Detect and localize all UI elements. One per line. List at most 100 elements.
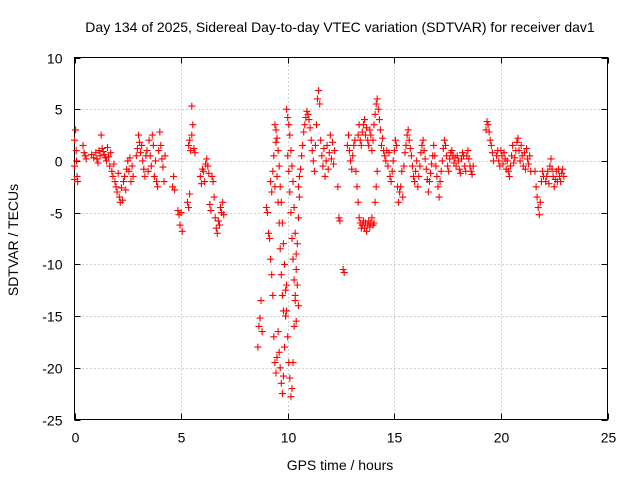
data-point xyxy=(133,145,141,152)
data-point xyxy=(309,157,317,165)
data-point xyxy=(282,286,290,294)
data-point xyxy=(406,145,414,152)
data-point xyxy=(350,141,358,149)
data-point xyxy=(371,110,379,118)
data-point xyxy=(442,141,449,149)
data-point xyxy=(419,136,427,144)
data-point xyxy=(373,167,381,175)
data-point xyxy=(290,322,298,330)
data-point xyxy=(74,178,82,186)
data-point xyxy=(294,183,302,191)
data-point xyxy=(72,126,80,134)
axis-ticks: 0 5 10 15 20 25 -25 -20 -15 -10 -5 0 5 10 xyxy=(42,51,616,446)
data-point xyxy=(149,141,157,149)
data-point xyxy=(511,154,519,162)
data-point xyxy=(101,154,109,162)
data-point xyxy=(81,152,89,160)
data-point xyxy=(82,155,90,163)
data-point xyxy=(301,121,309,129)
data-point xyxy=(161,152,169,160)
data-point xyxy=(100,151,108,159)
data-point xyxy=(284,333,292,341)
data-point xyxy=(201,178,209,186)
data-point xyxy=(140,165,148,173)
data-point xyxy=(150,172,158,180)
data-point xyxy=(125,167,133,175)
data-point xyxy=(254,343,262,351)
data-point xyxy=(339,266,347,273)
data-point xyxy=(504,167,512,175)
data-point xyxy=(255,322,263,330)
data-point xyxy=(411,178,419,186)
data-point xyxy=(276,183,284,191)
data-point xyxy=(397,183,405,191)
data-point xyxy=(112,183,120,191)
data-point xyxy=(269,291,277,299)
data-point xyxy=(347,157,355,165)
data-point xyxy=(137,149,145,157)
data-point xyxy=(485,128,493,136)
data-point xyxy=(372,100,380,108)
chart-title: Day 134 of 2025, Sidereal Day-to-day VTE… xyxy=(85,19,595,35)
data-point xyxy=(273,353,281,361)
data-point xyxy=(159,163,167,171)
data-point xyxy=(404,126,412,134)
data-point xyxy=(219,198,227,206)
data-point xyxy=(269,167,277,175)
data-point xyxy=(279,372,287,380)
data-point xyxy=(387,178,395,186)
data-point xyxy=(488,149,496,157)
data-point xyxy=(160,178,168,186)
data-point xyxy=(370,219,378,227)
data-point xyxy=(145,136,153,144)
data-point xyxy=(94,159,102,167)
data-point xyxy=(437,167,445,175)
data-point xyxy=(139,157,147,165)
data-point xyxy=(484,121,492,129)
data-point xyxy=(408,162,416,170)
data-point xyxy=(99,148,107,156)
data-point xyxy=(289,255,297,263)
data-point xyxy=(272,138,280,146)
data-point xyxy=(308,147,316,155)
data-point xyxy=(300,128,308,136)
data-point xyxy=(513,138,521,146)
data-point xyxy=(294,214,302,222)
data-point xyxy=(448,147,456,155)
data-point xyxy=(208,172,216,180)
data-point xyxy=(313,121,320,129)
data-point xyxy=(326,131,334,139)
data-point xyxy=(431,152,439,160)
data-point xyxy=(356,136,364,144)
data-point xyxy=(155,147,163,155)
data-point xyxy=(331,147,339,155)
data-point xyxy=(283,105,291,113)
y-tick-label: 0 xyxy=(55,154,63,170)
data-point xyxy=(446,155,454,163)
x-tick-label: 0 xyxy=(72,430,80,446)
data-point xyxy=(392,141,400,149)
data-point xyxy=(210,193,218,201)
data-point xyxy=(367,131,375,139)
data-point xyxy=(146,152,154,160)
data-point xyxy=(505,172,513,180)
y-tick-label: -15 xyxy=(42,309,62,325)
y-tick-label: 10 xyxy=(47,51,63,67)
data-point xyxy=(467,167,475,175)
data-point xyxy=(355,214,363,222)
data-point xyxy=(205,169,213,177)
data-point xyxy=(117,184,125,192)
data-point xyxy=(158,155,166,163)
data-point xyxy=(327,155,335,163)
data-point xyxy=(468,170,476,178)
data-point xyxy=(262,204,270,211)
y-tick-label: -25 xyxy=(42,413,62,429)
data-point xyxy=(263,209,271,217)
data-point xyxy=(369,136,377,144)
data-point xyxy=(545,180,553,188)
data-point xyxy=(533,193,541,201)
data-point xyxy=(311,141,319,149)
data-point xyxy=(307,136,315,144)
data-point xyxy=(532,183,540,191)
